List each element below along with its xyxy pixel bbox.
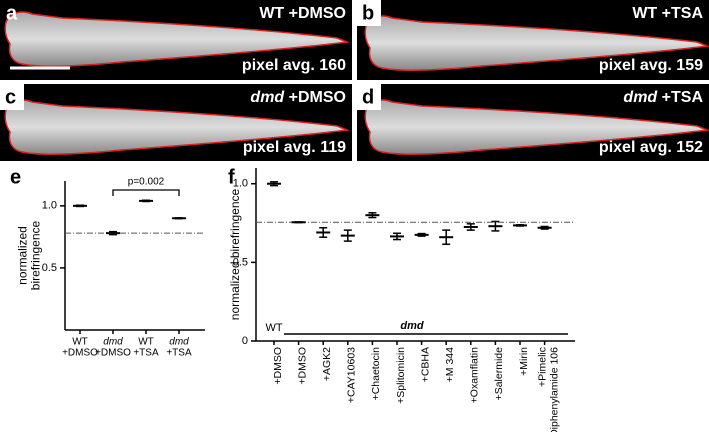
x-tick-label: +Mirin — [518, 347, 530, 376]
panel-letter: b — [362, 2, 374, 24]
panel-letter: e — [10, 166, 21, 188]
panel-letter: f — [228, 166, 235, 188]
x-tick-label: +Splitomicin — [395, 347, 407, 404]
panel-title: WT +TSA — [632, 5, 703, 22]
x-tick-label: +TSA — [133, 348, 159, 359]
x-tick-label: +DMSO — [95, 348, 131, 359]
panel-title: dmd +TSA — [623, 89, 703, 106]
x-tick-label: +DMSO — [62, 348, 98, 359]
x-tick-label: Diphenylamide 106 — [548, 347, 560, 432]
y-tick-label: 1.0 — [233, 178, 248, 190]
significance-bracket — [112, 189, 180, 196]
panel-title: WT +DMSO — [259, 5, 346, 22]
panel-letter: c — [5, 86, 16, 108]
group-label: WT — [265, 322, 282, 334]
pixel-average: pixel avg. 119 — [243, 139, 346, 156]
panel-title: dmd +DMSO — [250, 89, 346, 106]
x-tick-label: +Oxamflatin — [469, 347, 481, 403]
x-tick-label: +CAY10603 — [346, 347, 358, 403]
y-tick-label: 0 — [242, 335, 248, 347]
x-tick-label: +Chaetocin — [370, 347, 382, 401]
x-tick-label: +TSA — [166, 348, 192, 359]
x-genotype-label: dmd — [169, 337, 189, 348]
x-tick-label: +AGK2 — [321, 347, 333, 381]
letter-box — [357, 0, 381, 26]
panel-d: d dmd +TSA pixel avg. 152 — [357, 84, 709, 161]
panel-c: c dmd +DMSO pixel avg. 119 — [0, 84, 352, 161]
pixel-average: pixel avg. 152 — [599, 139, 703, 156]
panel-b: b WT +TSA pixel avg. 159 — [357, 0, 709, 80]
panel-a: a WT +DMSO pixel avg. 160 — [0, 0, 352, 80]
y-axis-label: birefringence — [29, 220, 43, 290]
panel-letter: a — [6, 2, 18, 24]
group-label: dmd — [400, 320, 424, 332]
panel-letter: d — [362, 86, 374, 108]
letter-box — [357, 84, 381, 110]
x-tick-label: +M 344 — [444, 347, 456, 382]
x-tick-label: +DMSO — [272, 347, 284, 385]
p-value: p=0.002 — [128, 177, 165, 188]
x-genotype-label: WT — [138, 337, 154, 348]
y-axis-label: normalized birefringence — [228, 188, 242, 320]
x-genotype-label: WT — [72, 337, 88, 348]
pixel-average: pixel avg. 159 — [599, 57, 703, 74]
y-tick-label: 0.5 — [233, 256, 248, 268]
letter-box — [0, 84, 24, 110]
y-axis-label: normalized — [16, 226, 30, 285]
x-tick-label: +Pimelic — [536, 347, 548, 387]
y-tick-label: 0.5 — [42, 262, 57, 274]
y-tick-label: 1.0 — [42, 200, 57, 212]
x-tick-label: +DMSO — [296, 347, 308, 385]
x-genotype-label: dmd — [103, 337, 123, 348]
x-tick-label: +CBHA — [419, 347, 431, 382]
x-tick-label: +Salermide — [493, 347, 505, 401]
pixel-average: pixel avg. 160 — [242, 57, 346, 74]
